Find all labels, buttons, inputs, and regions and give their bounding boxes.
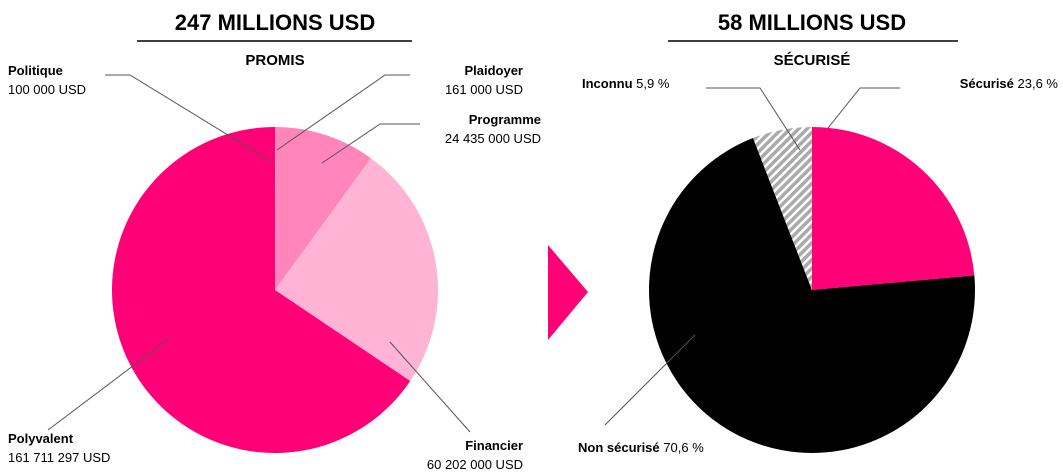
- slice-label-group: Inconnu 5,9 %: [582, 76, 670, 91]
- leader-line: [706, 87, 801, 151]
- chart-subtitle: PROMIS: [245, 52, 304, 69]
- slice-label: Polyvalent: [8, 431, 74, 446]
- leader-line: [827, 87, 900, 129]
- slice-label-group: Sécurisé 23,6 %: [960, 76, 1059, 91]
- slice-value: 161 711 297 USD: [8, 450, 110, 465]
- leader-line: [276, 74, 410, 151]
- chart-title: 247 MILLIONS USD: [175, 10, 375, 35]
- pie-slice: [275, 127, 277, 291]
- slice-value: 23,6 %: [1018, 76, 1059, 91]
- pie-slice: [275, 158, 439, 381]
- slice-label: Plaidoyer: [464, 63, 523, 78]
- slice-value: 70,6 %: [663, 440, 704, 455]
- slice-value: 24 435 000 USD: [445, 131, 541, 146]
- slice-label: Financier: [465, 438, 523, 453]
- pie-slice: [812, 127, 975, 290]
- pie-slice: [112, 126, 411, 453]
- slice-value: 60 202 000 USD: [427, 457, 523, 472]
- leader-line: [47, 337, 171, 431]
- leader-line: [321, 123, 420, 164]
- pie-slice: [275, 127, 371, 290]
- slice-label-group: Non sécurisé 70,6 %: [578, 440, 704, 455]
- slice-label: Inconnu: [582, 76, 633, 91]
- chart-title: 58 MILLIONS USD: [718, 10, 906, 35]
- slice-label: Programme: [469, 112, 541, 127]
- pie-slice: [753, 127, 812, 290]
- pie-slice: [648, 138, 975, 454]
- leader-line: [604, 334, 696, 426]
- leader-line: [389, 341, 471, 433]
- slice-value: 5,9 %: [636, 76, 670, 91]
- slice-value: 161 000 USD: [445, 82, 523, 97]
- slice-value: 100 000 USD: [8, 82, 86, 97]
- slice-label: Politique: [8, 63, 63, 78]
- arrow: [548, 245, 588, 340]
- slice-label: Non sécurisé: [578, 440, 660, 455]
- chart-subtitle: SÉCURISÉ: [774, 52, 851, 69]
- leader-line: [105, 74, 273, 163]
- slice-label: Sécurisé: [960, 76, 1014, 91]
